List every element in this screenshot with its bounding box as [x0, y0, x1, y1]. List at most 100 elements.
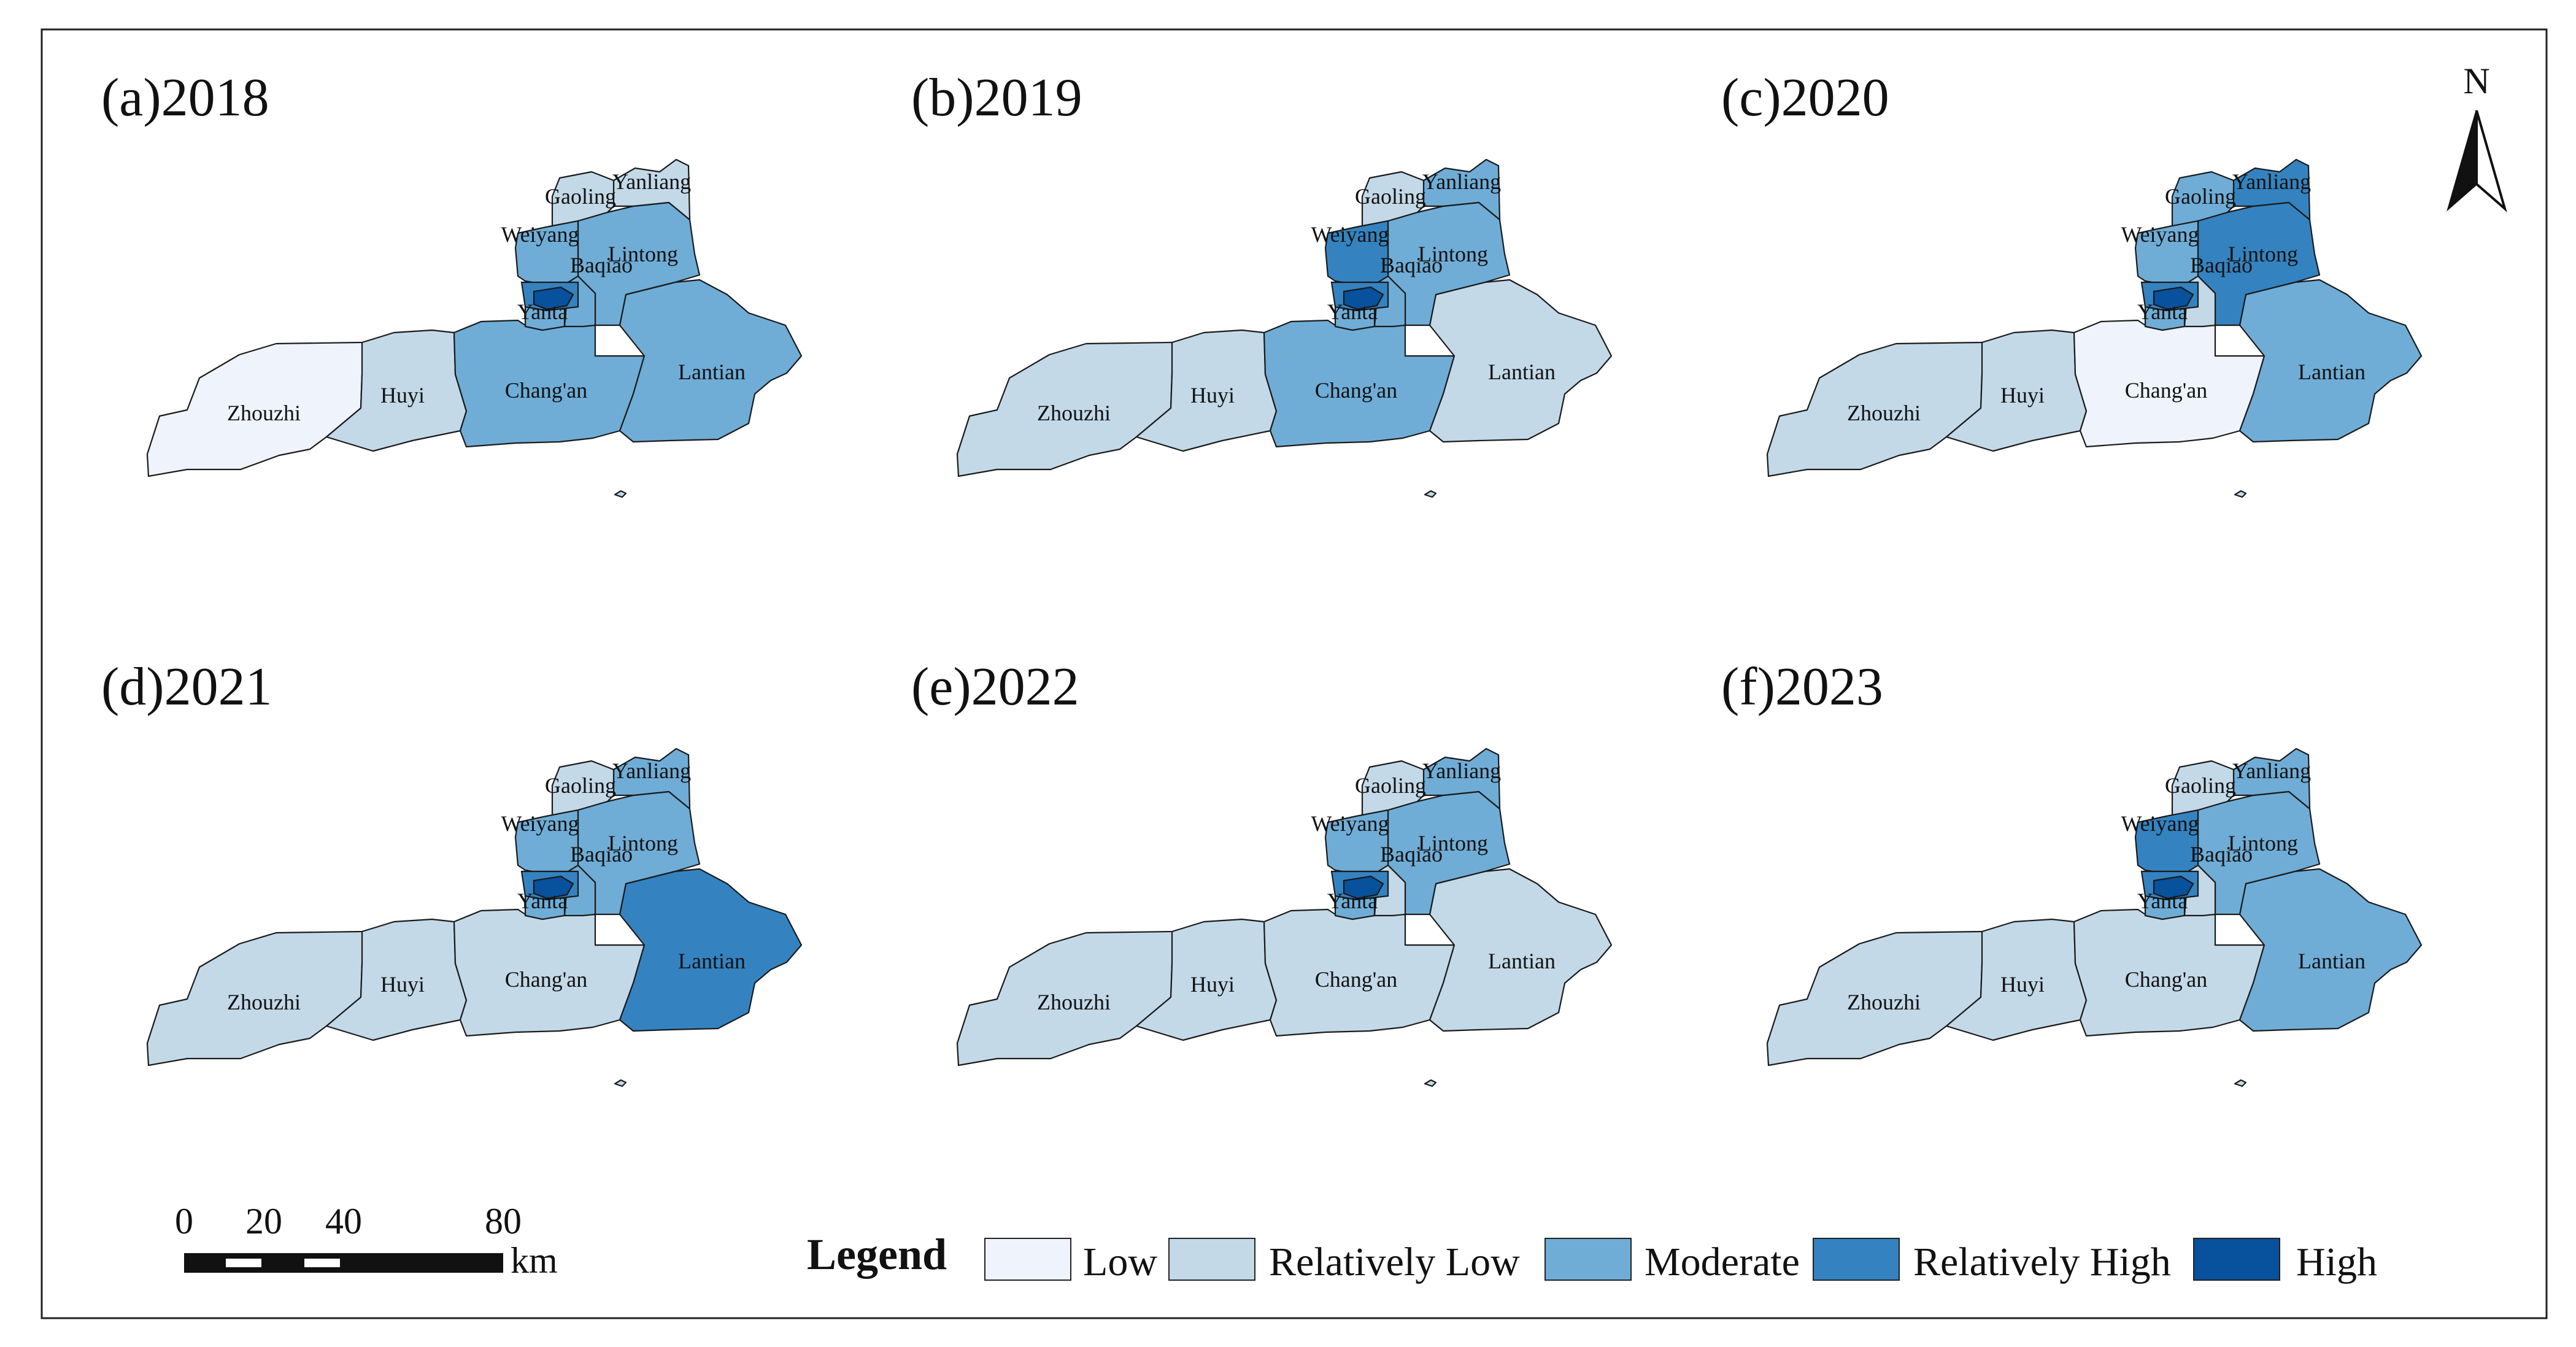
district-label: Lintong	[1418, 242, 1488, 266]
district-yanliang	[2232, 158, 2311, 221]
district-label: Lantian	[2298, 360, 2366, 384]
district-label: Weiyang	[2121, 811, 2199, 836]
district-label: Yanta	[2137, 299, 2188, 324]
district-map: Zhouzhi Huyi Chang'an Lantian Lintong Yanlian…	[956, 747, 1613, 1087]
district-label: Yanliang	[612, 758, 691, 783]
panel-title: (c)2020	[1721, 68, 1889, 128]
district-label: Gaoling	[545, 184, 616, 209]
map-panel: (d)2021 Zhouzhi Huyi Chang'an Lantian Lintong…	[101, 657, 803, 1087]
district-map: Zhouzhi Huyi Chang'an Lantian Lintong Yanlian…	[146, 747, 803, 1087]
district-label: Chang'an	[2125, 378, 2207, 403]
district-label: Chang'an	[505, 967, 587, 992]
map-panels: (a)2018 Zhouzhi Huyi Chang'an Lantian Lintong…	[101, 68, 2423, 1087]
scale-tick-0: 0	[175, 1201, 193, 1241]
district-lantian	[1429, 868, 1613, 1032]
scale-unit: km	[511, 1240, 558, 1281]
district-label: Chang'an	[1315, 378, 1397, 403]
district-lantian	[619, 868, 803, 1032]
scale-tick-40: 40	[325, 1201, 362, 1241]
district-label: Huyi	[2000, 383, 2045, 407]
district-label: Weiyang	[2121, 222, 2199, 247]
district-core	[533, 286, 574, 311]
islet-shape	[1424, 1079, 1437, 1087]
district-core	[1343, 875, 1384, 900]
scale-bar: 0 20 40 80 km	[175, 1201, 558, 1281]
district-yanliang	[612, 158, 691, 221]
legend-swatch-high	[2193, 1238, 2280, 1281]
district-label: Yanta	[1327, 889, 1378, 913]
map-panel: (b)2019 Zhouzhi Huyi Chang'an Lantian Lintong…	[911, 68, 1613, 498]
figure-frame	[40, 28, 2548, 1319]
panel-title: (f)2023	[1721, 657, 1883, 717]
map-panel: (a)2018 Zhouzhi Huyi Chang'an Lantian Lintong…	[101, 68, 803, 498]
district-label: Baqiao	[2190, 253, 2253, 277]
district-label: Yanta	[517, 299, 568, 324]
district-label: Gaoling	[545, 773, 616, 798]
district-label: Weiyang	[501, 811, 579, 836]
legend: Legend Low Relatively Low Moderate Relat…	[807, 1230, 2377, 1284]
district-label: Lantian	[678, 949, 746, 973]
north-arrow-icon: N	[2447, 61, 2507, 212]
legend-title: Legend	[807, 1230, 947, 1279]
district-label: Baqiao	[2190, 842, 2253, 866]
district-label: Huyi	[1190, 383, 1235, 407]
map-panel: (e)2022 Zhouzhi Huyi Chang'an Lantian Lintong…	[911, 657, 1613, 1087]
district-label: Weiyang	[1311, 811, 1389, 836]
legend-swatch-moderate	[1544, 1238, 1632, 1281]
district-label: Chang'an	[1315, 967, 1397, 992]
district-map: Zhouzhi Huyi Chang'an Lantian Lintong Yanlian…	[1766, 158, 2423, 498]
district-label: Zhouzhi	[227, 990, 301, 1014]
district-label: Gaoling	[2165, 773, 2236, 798]
district-label: Yanta	[1327, 299, 1378, 324]
district-yanliang	[612, 747, 691, 810]
district-label: Lantian	[1488, 360, 1556, 384]
district-label: Lantian	[1488, 949, 1556, 973]
panel-title: (a)2018	[101, 68, 269, 128]
district-label: Zhouzhi	[1847, 990, 1921, 1014]
district-label: Yanliang	[1422, 758, 1501, 783]
district-label: Yanta	[517, 889, 568, 913]
legend-swatch-low	[984, 1238, 1071, 1281]
district-label: Huyi	[1190, 972, 1235, 997]
legend-label-high: High	[2296, 1240, 2377, 1284]
district-label: Lintong	[608, 242, 678, 266]
district-core	[2153, 286, 2194, 311]
district-yanliang	[1422, 747, 1501, 810]
district-label: Huyi	[380, 972, 425, 997]
district-label: Gaoling	[1355, 773, 1426, 798]
district-label: Lantian	[2298, 949, 2366, 973]
district-label: Baqiao	[1380, 842, 1443, 866]
district-label: Zhouzhi	[1037, 990, 1111, 1014]
district-label: Lintong	[2228, 831, 2298, 855]
islet-shape	[2234, 490, 2247, 498]
panel-title: (d)2021	[101, 657, 272, 717]
district-map: Zhouzhi Huyi Chang'an Lantian Lintong Yanlian…	[146, 158, 803, 498]
district-core	[1343, 286, 1384, 311]
district-label: Huyi	[380, 383, 425, 407]
district-yanliang	[1422, 158, 1501, 221]
district-lantian	[2239, 868, 2423, 1032]
district-lantian	[1429, 279, 1613, 443]
legend-label-relatively-high: Relatively High	[1913, 1240, 2171, 1284]
district-label: Lintong	[2228, 242, 2298, 266]
legend-swatch-relatively-low	[1168, 1238, 1255, 1281]
district-core	[2153, 875, 2194, 900]
panel-title: (e)2022	[911, 657, 1079, 717]
legend-label-moderate: Moderate	[1645, 1240, 1800, 1284]
district-label: Yanta	[2137, 889, 2188, 913]
district-label: Yanliang	[612, 169, 691, 194]
district-label: Baqiao	[570, 253, 633, 277]
district-map: Zhouzhi Huyi Chang'an Lantian Lintong Yanlian…	[1766, 747, 2423, 1087]
scale-tick-80: 80	[485, 1201, 522, 1241]
district-label: Chang'an	[505, 378, 587, 403]
district-label: Yanliang	[2232, 169, 2311, 194]
district-label: Yanliang	[1422, 169, 1501, 194]
north-arrow-label: N	[2463, 61, 2489, 101]
district-label: Zhouzhi	[1037, 401, 1111, 425]
district-core	[533, 875, 574, 900]
legend-label-relatively-low: Relatively Low	[1269, 1240, 1520, 1284]
islet-shape	[2234, 1079, 2247, 1087]
district-label: Lantian	[678, 360, 746, 384]
